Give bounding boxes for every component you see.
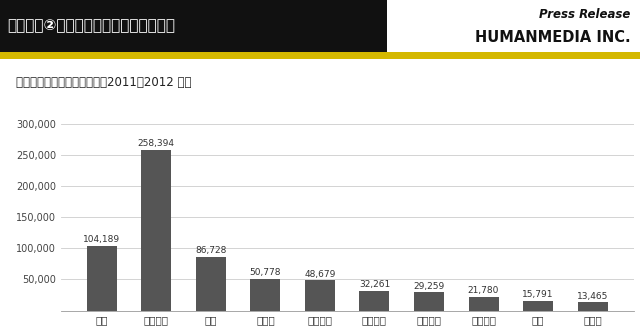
Bar (360, 291, 390, 311)
Text: 図表資料②世界各国市場規模ランキング: 図表資料②世界各国市場規模ランキング (8, 18, 175, 33)
Bar (196, 257, 226, 311)
Bar (414, 292, 444, 311)
Bar (523, 301, 553, 311)
Text: HUMANMEDIA INC.: HUMANMEDIA INC. (475, 30, 630, 45)
Bar (141, 150, 172, 311)
Text: 21,780: 21,780 (468, 287, 499, 296)
Text: Press Release: Press Release (539, 8, 630, 21)
Bar (305, 280, 335, 311)
Bar (468, 297, 499, 311)
Text: 104,189: 104,189 (83, 235, 120, 244)
Text: 13,465: 13,465 (577, 292, 608, 301)
Text: 86,728: 86,728 (195, 246, 227, 255)
Text: 32,261: 32,261 (359, 280, 390, 289)
Bar (250, 279, 280, 311)
Text: 48,679: 48,679 (304, 270, 335, 279)
Text: 29,259: 29,259 (413, 282, 445, 291)
Bar (87, 246, 117, 311)
Text: 258,394: 258,394 (138, 139, 175, 148)
Text: 50,778: 50,778 (250, 269, 281, 278)
Text: 各国のコンテンツ市場規模（2011～2012 年）: 各国のコンテンツ市場規模（2011～2012 年） (16, 76, 191, 89)
Text: 15,791: 15,791 (522, 290, 554, 299)
Bar (577, 302, 607, 311)
